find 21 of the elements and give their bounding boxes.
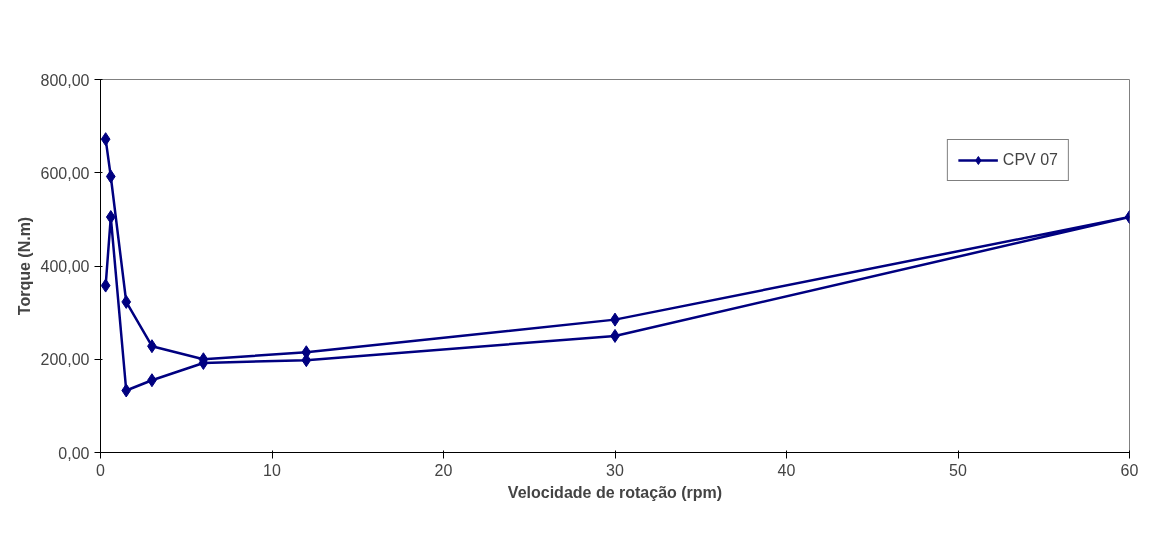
x-tick-label: 0 [96,461,106,479]
x-tick-label: 20 [434,461,453,479]
y-axis-title: Torque (N.m) [15,216,33,316]
x-tick-label: 40 [777,461,796,479]
point [121,383,132,398]
point [121,294,132,309]
x-axis-title: Velocidade de rotação (rpm) [507,483,723,501]
point [100,278,111,293]
legend-label: CPV 07 [1002,151,1058,169]
y-tick-label: 600,00 [40,164,90,182]
point [105,169,116,184]
y-tick-label: 400,00 [40,258,90,275]
x-tick-label: 30 [606,461,624,479]
point [100,132,111,147]
y-tick-label: 200,00 [40,351,90,369]
x-tick-label: 50 [949,461,967,479]
x-tick-label: 10 [263,461,281,479]
y-tick-label: 0,00 [58,444,90,462]
y-tick-label: 800,00 [40,71,90,89]
x-tick-label: 60 [1120,461,1139,479]
point [105,210,116,225]
